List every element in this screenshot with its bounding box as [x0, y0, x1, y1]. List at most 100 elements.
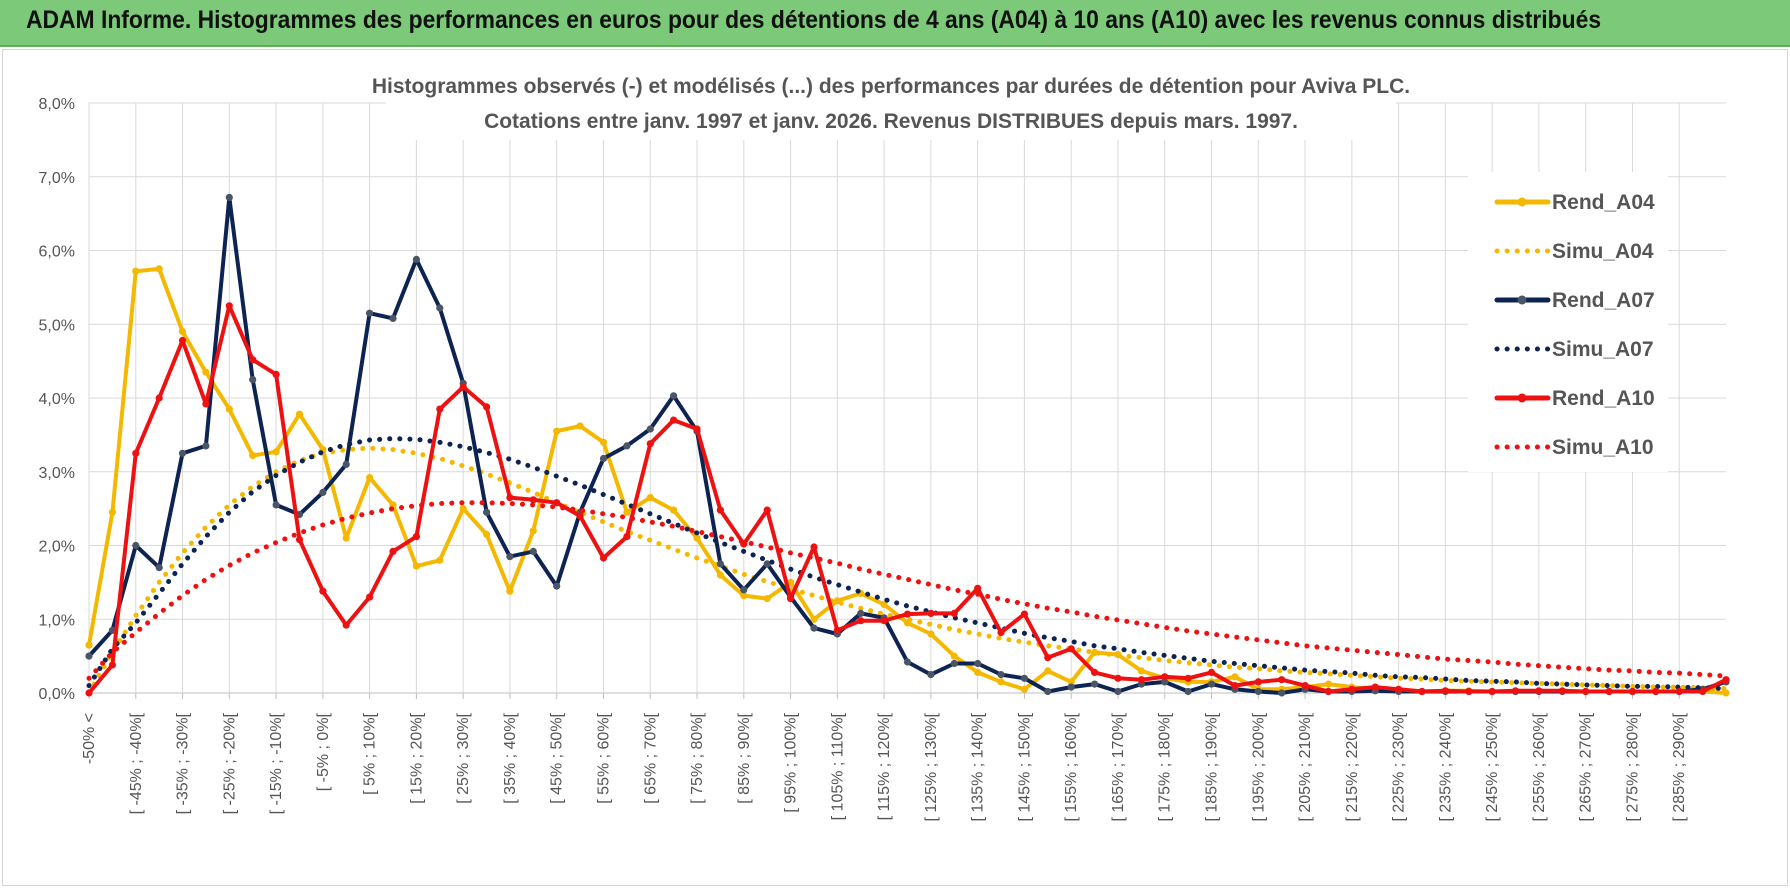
point-rend-a04: [1324, 680, 1332, 688]
point-rend-a04: [459, 505, 467, 513]
point-rend-a10: [202, 400, 210, 408]
point-rend-a07: [646, 425, 654, 433]
x-tick-label: [ 25% ; 30%[: [455, 712, 472, 803]
x-tick-label: -50% <: [81, 713, 98, 764]
point-rend-a07: [857, 609, 865, 618]
point-rend-a07: [529, 547, 537, 556]
point-rend-a10: [1254, 678, 1262, 686]
point-rend-a10: [833, 626, 841, 634]
point-rend-a07: [1161, 678, 1169, 686]
point-rend-a10: [1699, 687, 1707, 696]
point-rend-a04: [927, 630, 935, 638]
point-rend-a04: [342, 534, 350, 542]
y-tick-label: 5,0%: [39, 317, 75, 334]
point-rend-a10: [1675, 687, 1683, 696]
y-tick-label: 1,0%: [39, 612, 75, 629]
point-rend-a10: [85, 689, 93, 697]
chart-frame: [2, 49, 1788, 886]
x-tick-label: [ 5% ; 10%[: [362, 712, 379, 794]
point-rend-a07: [202, 442, 210, 450]
point-rend-a07: [85, 652, 93, 660]
point-rend-a10: [506, 494, 514, 502]
x-tick-label: [ 255% ; 260%[: [1531, 712, 1548, 821]
point-rend-a04: [1137, 667, 1145, 675]
point-rend-a10: [1044, 654, 1052, 662]
legend-label-simu-a07: Simu_A07: [1552, 338, 1654, 361]
y-tick-label: 8,0%: [39, 96, 75, 113]
x-tick-label: [ 275% ; 280%[: [1624, 712, 1641, 821]
point-rend-a10: [670, 416, 678, 424]
point-rend-a07: [763, 560, 771, 568]
point-rend-a07: [1207, 680, 1216, 688]
point-rend-a04: [178, 328, 187, 336]
x-tick-label: [ -15% ; -10%[: [268, 712, 285, 814]
point-rend-a07: [178, 449, 187, 457]
point-rend-a10: [272, 370, 280, 378]
legend-marker-rend-a07: [1517, 295, 1527, 305]
point-rend-a04: [997, 678, 1005, 686]
point-rend-a10: [974, 584, 982, 592]
x-tick-label: [ 75% ; 80%[: [689, 712, 706, 803]
y-tick-label: 4,0%: [39, 391, 75, 408]
point-rend-a04: [576, 422, 584, 430]
x-tick-label: [ 155% ; 160%[: [1063, 712, 1080, 821]
y-tick-label: 0,0%: [39, 686, 75, 703]
point-rend-a10: [225, 302, 233, 310]
point-rend-a10: [132, 449, 140, 457]
point-rend-a10: [1395, 685, 1403, 693]
point-rend-a10: [1114, 674, 1122, 682]
point-rend-a04: [1067, 678, 1075, 686]
point-rend-a10: [412, 533, 420, 541]
point-rend-a04: [693, 534, 701, 542]
point-rend-a10: [529, 496, 537, 504]
point-rend-a04: [974, 668, 982, 677]
point-rend-a10: [903, 610, 912, 618]
point-rend-a07: [974, 659, 982, 668]
point-rend-a04: [880, 600, 888, 609]
point-rend-a04: [202, 368, 210, 376]
point-rend-a04: [1020, 685, 1028, 693]
point-rend-a07: [389, 314, 397, 322]
x-tick-label: [ 215% ; 220%[: [1344, 712, 1361, 821]
x-tick-label: [ 125% ; 130%[: [923, 712, 940, 821]
point-rend-a07: [997, 671, 1005, 679]
y-tick-label: 6,0%: [39, 244, 75, 261]
point-rend-a04: [1044, 667, 1052, 675]
point-rend-a10: [857, 617, 865, 625]
point-rend-a10: [1535, 687, 1543, 695]
point-rend-a07: [1278, 689, 1286, 697]
y-tick-label: 2,0%: [39, 539, 75, 556]
point-rend-a07: [412, 255, 420, 263]
point-rend-a07: [506, 553, 514, 561]
point-rend-a04: [553, 427, 561, 435]
point-rend-a10: [1418, 687, 1426, 696]
point-rend-a10: [389, 547, 397, 556]
point-rend-a10: [599, 554, 608, 562]
x-tick-label: [ 145% ; 150%[: [1016, 712, 1033, 821]
x-tick-label: [ 55% ; 60%[: [595, 712, 612, 803]
point-rend-a04: [810, 615, 818, 623]
point-rend-a07: [132, 541, 140, 550]
legend-marker-rend-a10: [1517, 393, 1527, 403]
series-line-simu-a07: [86, 436, 1729, 692]
point-rend-a07: [155, 564, 163, 572]
point-rend-a04: [716, 571, 725, 579]
x-tick-label: [ -25% ; -20%[: [221, 712, 238, 814]
point-rend-a04: [1231, 673, 1239, 681]
horizontal-gridlines: [89, 102, 1726, 694]
point-rend-a07: [342, 460, 350, 468]
point-rend-a07: [483, 508, 491, 516]
point-rend-a10: [716, 506, 725, 514]
x-tick-label: [ 65% ; 70%[: [642, 712, 659, 803]
banner: ADAM Informe. Histogrammes des performan…: [0, 0, 1790, 47]
point-rend-a07: [927, 671, 935, 679]
x-tick-label: [ 245% ; 250%[: [1484, 712, 1501, 821]
point-rend-a04: [85, 641, 93, 649]
point-rend-a10: [553, 499, 561, 507]
point-rend-a10: [1137, 676, 1145, 684]
point-rend-a07: [623, 442, 631, 450]
series-layer: [85, 193, 1730, 697]
point-rend-a10: [1278, 676, 1286, 684]
point-rend-a07: [740, 586, 748, 594]
